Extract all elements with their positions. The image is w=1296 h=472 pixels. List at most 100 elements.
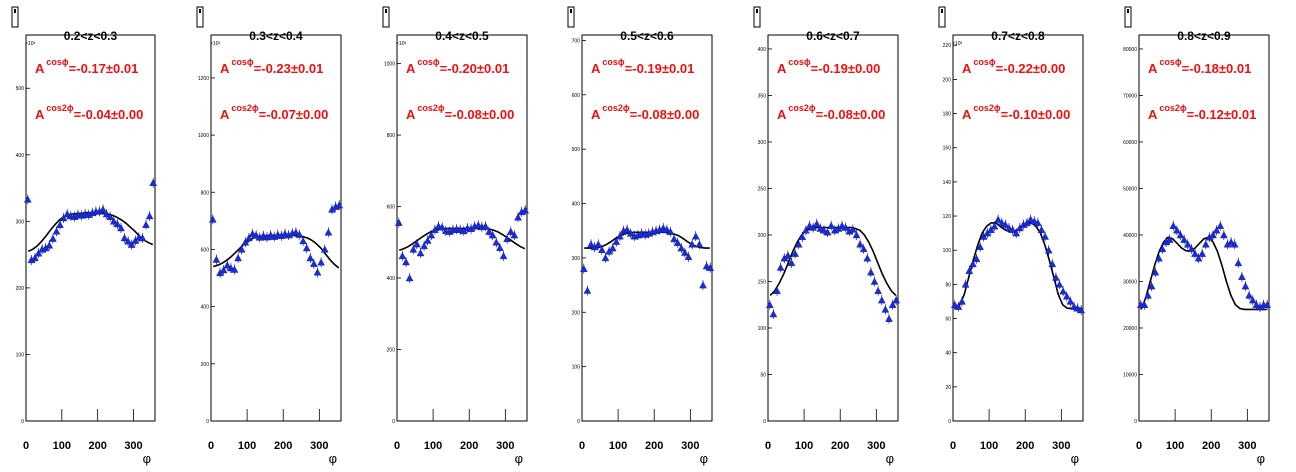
data-point bbox=[438, 223, 446, 231]
data-point bbox=[688, 240, 696, 248]
data-point bbox=[1176, 231, 1185, 239]
data-point bbox=[1026, 215, 1035, 223]
y-tick-label: 0 bbox=[1134, 419, 1137, 425]
y-tick-label: 20000 bbox=[1123, 326, 1137, 332]
panel-tag-icon bbox=[11, 6, 19, 28]
chart-title: 0.7<z<0.8 bbox=[991, 29, 1045, 43]
data-point bbox=[499, 251, 508, 260]
chart-title: 0.2<z<0.3 bbox=[64, 29, 118, 43]
data-point bbox=[958, 297, 966, 305]
data-point bbox=[870, 277, 879, 285]
data-point bbox=[1245, 291, 1253, 299]
data-point bbox=[409, 245, 418, 253]
y-tick-label: 400 bbox=[572, 202, 581, 208]
y-tick-label: 60 bbox=[945, 317, 951, 323]
data-point bbox=[1201, 240, 1210, 248]
y-tick-label: 180 bbox=[943, 112, 952, 118]
data-point bbox=[954, 302, 963, 310]
data-point bbox=[663, 225, 671, 233]
data-point bbox=[485, 227, 493, 235]
data-point bbox=[1147, 282, 1156, 290]
data-point bbox=[219, 266, 228, 274]
data-point bbox=[1059, 287, 1067, 295]
panel-tag-mark bbox=[199, 9, 201, 13]
x-axis-label: φ bbox=[329, 451, 337, 466]
data-point bbox=[608, 244, 617, 252]
data-point bbox=[109, 217, 118, 225]
chart-title: 0.4<z<0.5 bbox=[435, 29, 489, 43]
data-point bbox=[765, 300, 774, 308]
data-point bbox=[773, 286, 781, 294]
data-point bbox=[1151, 268, 1160, 276]
y-tick-label: 220 bbox=[943, 43, 952, 49]
data-point bbox=[320, 245, 329, 253]
data-point bbox=[961, 280, 970, 288]
data-point bbox=[34, 249, 43, 257]
x-tick-label: 100 bbox=[53, 440, 71, 452]
data-point bbox=[1037, 225, 1046, 233]
data-point bbox=[1191, 249, 1199, 257]
x-tick-label: 300 bbox=[1238, 440, 1256, 452]
x-tick-label: 0 bbox=[765, 440, 771, 452]
data-point bbox=[313, 268, 322, 276]
data-point bbox=[965, 266, 974, 274]
plot-frame bbox=[25, 34, 156, 422]
data-point bbox=[841, 223, 850, 231]
panel-tag-icon bbox=[938, 6, 946, 28]
data-point bbox=[820, 226, 828, 234]
x-tick-label: 200 bbox=[645, 440, 663, 452]
data-point bbox=[317, 258, 325, 266]
x-tick-label: 200 bbox=[88, 440, 106, 452]
data-point bbox=[666, 227, 675, 235]
y-tick-label: 70000 bbox=[1123, 93, 1137, 99]
data-point bbox=[856, 240, 864, 248]
x-tick-label: 300 bbox=[310, 440, 328, 452]
x-tick-label: 100 bbox=[424, 440, 442, 452]
x-tick-label: 100 bbox=[980, 440, 998, 452]
data-point bbox=[252, 231, 260, 239]
data-point bbox=[798, 232, 807, 240]
data-point bbox=[402, 258, 410, 266]
y-tick-label: 40000 bbox=[1123, 233, 1137, 239]
data-point bbox=[809, 223, 817, 231]
data-point bbox=[427, 231, 436, 239]
x-axis-label: φ bbox=[1257, 451, 1265, 466]
y-tick-label: 400 bbox=[387, 276, 396, 282]
panel-tag-mark bbox=[570, 9, 572, 13]
panel-tag-mark bbox=[756, 9, 758, 13]
y-tick-label: 250 bbox=[758, 186, 767, 192]
chart-panel-2: 0.3<z<0.4 ×10³ 0 200 400 600 800 1000 1200 0 100 20… bbox=[196, 6, 344, 466]
chart-panel-5: 0.6<z<0.7 0 50 100 150 200 250 300 350 400 0 100 200… bbox=[753, 6, 901, 466]
y-tick-label: 30000 bbox=[1123, 279, 1137, 285]
x-tick-label: 0 bbox=[23, 440, 29, 452]
data-point bbox=[149, 178, 158, 186]
x-axis-label: φ bbox=[143, 451, 151, 466]
data-point bbox=[601, 253, 610, 262]
data-point bbox=[827, 221, 836, 229]
fit-curve bbox=[398, 227, 526, 251]
data-point bbox=[969, 259, 977, 268]
data-point bbox=[56, 220, 64, 228]
data-point bbox=[776, 263, 785, 271]
y-tick-label: 200 bbox=[943, 77, 952, 83]
data-point bbox=[496, 243, 504, 251]
data-point bbox=[102, 210, 111, 218]
y-tick-label: 1200 bbox=[198, 76, 209, 82]
data-point bbox=[823, 228, 832, 236]
y-tick-label: 300 bbox=[16, 219, 25, 225]
data-point bbox=[1209, 231, 1217, 239]
data-point bbox=[1140, 300, 1149, 308]
data-point bbox=[1012, 229, 1021, 237]
data-point bbox=[691, 232, 700, 240]
y-tick-label: 400 bbox=[758, 47, 767, 53]
data-point bbox=[503, 234, 511, 242]
x-tick-label: 300 bbox=[496, 440, 514, 452]
x-tick-label: 0 bbox=[950, 440, 956, 452]
